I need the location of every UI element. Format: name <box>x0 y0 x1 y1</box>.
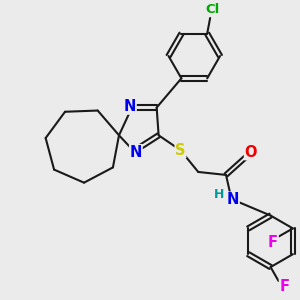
Text: F: F <box>268 235 278 250</box>
Text: H: H <box>214 188 224 201</box>
Text: N: N <box>130 145 142 160</box>
Text: F: F <box>279 279 290 294</box>
Text: N: N <box>124 99 136 114</box>
Text: Cl: Cl <box>205 4 219 16</box>
Text: N: N <box>227 192 239 207</box>
Text: S: S <box>175 143 186 158</box>
Text: O: O <box>244 145 257 160</box>
